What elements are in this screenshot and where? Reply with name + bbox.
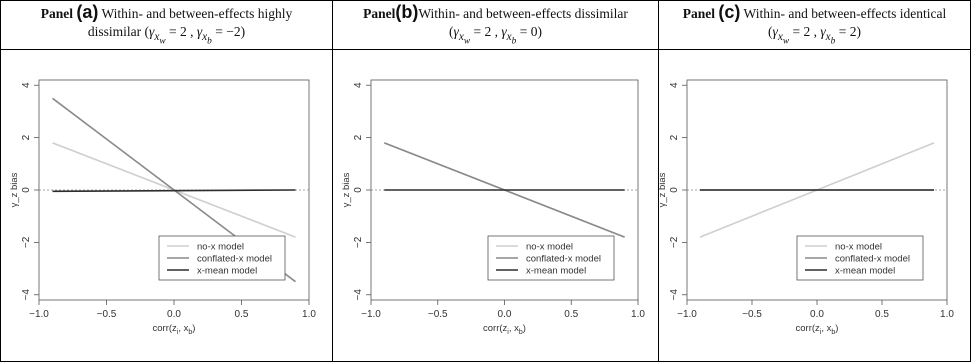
panel-b-word: Panel — [363, 6, 396, 21]
x-tick-label-c-3: 0.5 — [875, 309, 889, 320]
panel-a-plot: −1.0 −0.5 0.0 0.5 1.0 −4 −2 0 2 4 corr(zi, xb) γ_z … — [9, 79, 316, 336]
panel-b-title: Within- and between-effects dissimilar — [418, 6, 628, 21]
panel-b-header: Panel(b)Within- and between-effects diss… — [333, 1, 658, 50]
y-tick-label-a-0: −4 — [21, 289, 32, 301]
y-tick-label-a-2: 0 — [21, 187, 32, 193]
y-tick-label-b-1: −2 — [353, 236, 364, 248]
legend-label-c-2: x-mean model — [835, 266, 895, 277]
x-tick-label-b-1: −0.5 — [428, 309, 448, 320]
legend-label-b-0: no-x model — [526, 242, 573, 253]
y-tick-label-b-0: −4 — [353, 289, 364, 301]
panel-c-letter: (c) — [718, 2, 741, 22]
y-tick-label-c-3: 2 — [669, 134, 680, 140]
x-tick-label-a-3: 0.5 — [235, 309, 249, 320]
legend-label-b-1: conflated-x model — [526, 254, 601, 265]
panel-c-word: Panel — [682, 6, 715, 21]
x-tick-label-b-4: 1.0 — [631, 309, 645, 320]
panel-a-word: Panel — [40, 6, 73, 21]
legend-label-c-0: no-x model — [835, 242, 882, 253]
x-tick-label-b-3: 0.5 — [564, 309, 578, 320]
x-tick-label-c-4: 1.0 — [940, 309, 954, 320]
x-tick-label-b-0: −1.0 — [361, 309, 381, 320]
y-tick-label-a-1: −2 — [21, 236, 32, 248]
x-tick-label-c-0: −1.0 — [677, 309, 697, 320]
x-axis-label-c: corr(zi, xb) — [796, 323, 839, 336]
x-tick-label-a-4: 1.0 — [302, 309, 316, 320]
panel-b-param-w: 2 — [484, 24, 492, 39]
panel-c-param-w: 2 — [803, 24, 811, 39]
y-axis-label-b: γ_z bias — [341, 172, 352, 207]
y-tick-label-c-1: −2 — [669, 236, 680, 248]
y-tick-label-b-2: 0 — [353, 187, 364, 193]
panel-b-letter: (b) — [395, 2, 419, 22]
x-tick-label-a-2: 0.0 — [167, 309, 181, 320]
panel-c-plot: −1.0 −0.5 0.0 0.5 1.0 −4 −2 0 2 4 corr(zi, xb) γ_z … — [659, 79, 954, 336]
y-tick-label-c-0: −4 — [669, 289, 680, 301]
legend-label-c-1: conflated-x model — [835, 254, 910, 265]
x-axis-label-a: corr(zi, xb) — [153, 323, 196, 336]
panel-a: Panel (a) Within- and between-effects hi… — [0, 0, 333, 362]
x-tick-label-c-2: 0.0 — [810, 309, 824, 320]
legend-label-a-2: x-mean model — [197, 266, 257, 277]
panel-c-param-b: 2 — [849, 24, 857, 39]
panel-c-header: Panel (c) Within- and between-effects id… — [659, 1, 970, 50]
y-tick-label-b-4: 4 — [353, 82, 364, 88]
legend-label-a-1: conflated-x model — [197, 254, 272, 265]
y-tick-label-c-2: 0 — [669, 187, 680, 193]
x-tick-label-a-0: −1.0 — [29, 309, 49, 320]
panel-b-plot: −1.0 −0.5 0.0 0.5 1.0 −4 −2 0 2 4 corr(zi, xb) γ_z … — [341, 79, 645, 336]
x-tick-label-b-2: 0.0 — [498, 309, 512, 320]
y-tick-label-c-4: 4 — [669, 82, 680, 88]
panel-c: Panel (c) Within- and between-effects id… — [658, 0, 971, 362]
panel-a-letter: (a) — [76, 2, 99, 22]
panel-a-header: Panel (a) Within- and between-effects hi… — [1, 1, 332, 50]
panel-b-param-b: 0 — [530, 24, 538, 39]
y-axis-label-c: γ_z bias — [659, 172, 668, 207]
y-tick-label-b-3: 2 — [353, 134, 364, 140]
x-tick-label-a-1: −0.5 — [97, 309, 117, 320]
panel-a-title: Within- and between-effects highly — [101, 6, 293, 21]
panel-a-title-line2: dissimilar — [87, 24, 142, 39]
panel-a-param-w: 2 — [179, 24, 187, 39]
series-line-a-x-mean-model — [52, 189, 296, 193]
y-tick-label-a-4: 4 — [21, 82, 32, 88]
x-tick-label-c-1: −0.5 — [742, 309, 762, 320]
y-axis-label-a: γ_z bias — [9, 172, 20, 207]
y-tick-label-a-3: 2 — [21, 134, 32, 140]
legend-label-b-2: x-mean model — [526, 266, 586, 277]
x-axis-label-b: corr(zi, xb) — [483, 323, 526, 336]
panel-c-title: Within- and between-effects identical — [743, 6, 947, 21]
panel-b: Panel(b)Within- and between-effects diss… — [332, 0, 659, 362]
legend-label-a-0: no-x model — [197, 242, 244, 253]
panel-a-param-b: −2 — [226, 24, 241, 39]
